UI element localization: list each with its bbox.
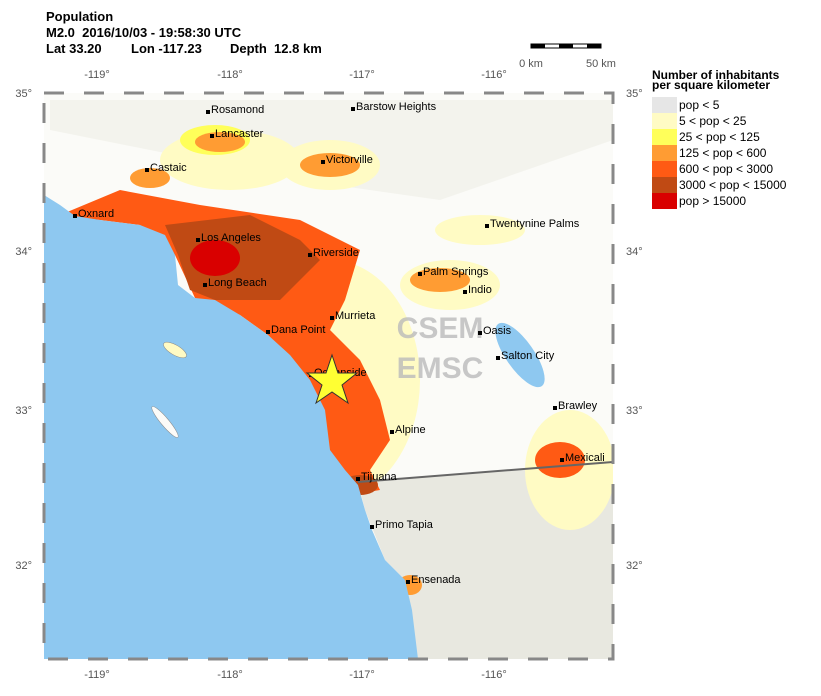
lon-label: -116° — [481, 669, 507, 681]
legend-swatch — [652, 145, 677, 161]
legend-label: pop > 15000 — [679, 194, 746, 208]
city-marker — [351, 107, 355, 111]
lon-label: -118° — [217, 669, 243, 681]
lon-label: -118° — [217, 69, 243, 81]
city-label: Castaic — [150, 162, 187, 174]
city-label: Riverside — [313, 247, 359, 259]
legend-swatch — [652, 161, 677, 177]
city-marker — [478, 331, 482, 335]
scale-start: 0 km — [519, 58, 543, 70]
city-label: Indio — [468, 284, 492, 296]
event-depth: Depth 12.8 km — [230, 41, 322, 56]
city-marker — [370, 525, 374, 529]
legend-swatch — [652, 193, 677, 209]
city-label: Oxnard — [78, 208, 114, 220]
city-marker — [553, 406, 557, 410]
city-label: Oasis — [483, 325, 512, 337]
legend-title: per square kilometer — [652, 78, 770, 92]
lon-label: -119° — [84, 669, 110, 681]
lat-label: 35° — [626, 88, 643, 100]
map-body: CSEM EMSC Rosamond Barstow Heights Lancast… — [44, 93, 613, 659]
city-marker — [210, 134, 214, 138]
lat-label: 35° — [15, 88, 32, 100]
event-info: M2.0 2016/10/03 - 19:58:30 UTC — [46, 25, 242, 40]
city-marker — [308, 253, 312, 257]
city-marker — [418, 272, 422, 276]
city-label: Brawley — [558, 400, 598, 412]
city-marker — [485, 224, 489, 228]
city-marker — [203, 283, 207, 287]
event-lat: Lat 33.20 — [46, 41, 102, 56]
legend-label: 125 < pop < 600 — [679, 146, 767, 160]
legend-label: 3000 < pop < 15000 — [679, 178, 787, 192]
map-frame — [42, 91, 615, 661]
legend-swatch — [652, 129, 677, 145]
legend-label: pop < 5 — [679, 98, 720, 112]
city-marker — [463, 290, 467, 294]
city-label: Dana Point — [271, 324, 325, 336]
border — [357, 461, 613, 483]
watermark: EMSC — [397, 352, 484, 385]
island — [163, 341, 187, 359]
ocean — [44, 195, 418, 659]
lat-label: 34° — [15, 246, 32, 258]
scale-end: 50 km — [586, 58, 616, 70]
legend-swatch — [652, 177, 677, 193]
city-label: Los Angeles — [201, 232, 261, 244]
city-marker — [145, 168, 149, 172]
legend-label: 600 < pop < 3000 — [679, 162, 773, 176]
watermark: CSEM — [397, 312, 484, 345]
lat-label: 33° — [15, 405, 32, 417]
lon-label: -119° — [84, 69, 110, 81]
lon-label: -117° — [349, 669, 375, 681]
city-label: Barstow Heights — [356, 101, 437, 113]
city-label: Lancaster — [215, 128, 264, 140]
legend-swatch — [652, 113, 677, 129]
legend-title: Number of inhabitants — [652, 68, 780, 82]
island — [151, 406, 179, 438]
city-marker — [406, 580, 410, 584]
city-label: Long Beach — [208, 277, 267, 289]
city-label: Alpine — [395, 424, 426, 436]
city-marker — [390, 430, 394, 434]
city-label: Victorville — [326, 154, 373, 166]
city-label: Palm Springs — [423, 266, 489, 278]
legend-swatch — [652, 97, 677, 113]
city-marker — [356, 477, 360, 481]
city-marker — [560, 458, 564, 462]
title: Population — [46, 9, 113, 24]
city-marker — [330, 316, 334, 320]
lat-label: 34° — [626, 246, 643, 258]
city-label: Primo Tapia — [375, 519, 434, 531]
lat-label: 32° — [15, 560, 32, 572]
city-label: Salton City — [501, 350, 555, 362]
legend-label: 25 < pop < 125 — [679, 130, 760, 144]
city-marker — [321, 160, 325, 164]
city-label: Tijuana — [361, 471, 398, 483]
legend-label: 5 < pop < 25 — [679, 114, 747, 128]
city-label: Mexicali — [565, 452, 605, 464]
city-marker — [196, 238, 200, 242]
city-marker — [496, 356, 500, 360]
lat-label: 32° — [626, 560, 643, 572]
salton-sea — [495, 322, 545, 388]
lon-label: -116° — [481, 69, 507, 81]
lat-label: 33° — [626, 405, 643, 417]
city-marker — [73, 214, 77, 218]
city-marker — [266, 330, 270, 334]
event-lon: Lon -117.23 — [131, 41, 202, 56]
lon-label: -117° — [349, 69, 375, 81]
epicenter-star — [305, 353, 359, 405]
city-label: Rosamond — [211, 104, 264, 116]
city-label: Ensenada — [411, 574, 461, 586]
scale-bar — [530, 43, 602, 49]
city-label: Twentynine Palms — [490, 218, 580, 230]
city-marker — [206, 110, 210, 114]
city-label: Murrieta — [335, 310, 376, 322]
